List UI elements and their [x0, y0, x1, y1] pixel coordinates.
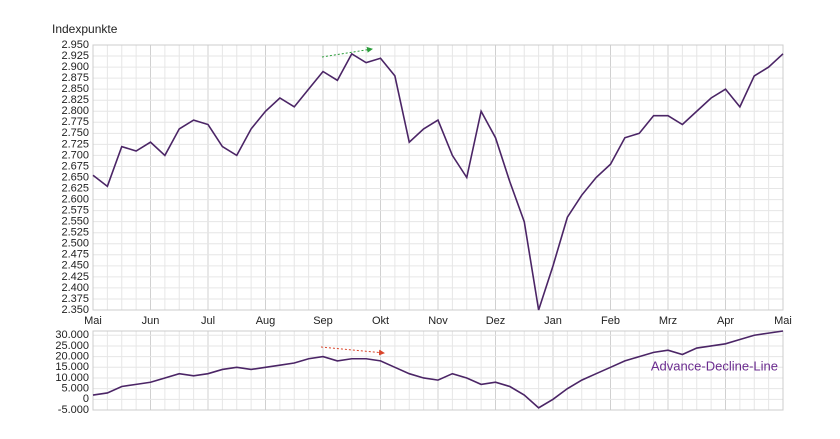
y-tick-label: 2.450	[61, 260, 89, 272]
y-tick-label: 2.925	[61, 50, 89, 62]
x-tick-label: Jun	[142, 315, 160, 327]
x-tick-label: Mai	[84, 315, 102, 327]
annotation-arrow	[321, 46, 373, 58]
y-tick-label: 2.500	[61, 238, 89, 250]
y-tick-label: 2.800	[61, 105, 89, 117]
plot-frame	[92, 44, 784, 311]
y-tick-label: 2.350	[61, 304, 89, 316]
data-line	[92, 52, 784, 311]
y-axis-label: Indexpunkte	[52, 22, 118, 36]
y-tick-label: 2.425	[61, 271, 89, 283]
x-tick-label: Okt	[372, 315, 389, 327]
y-tick-label: 15.000	[55, 361, 89, 373]
y-tick-label: 2.875	[61, 72, 89, 84]
y-tick-label: 25.000	[55, 340, 89, 352]
y-tick-label: 2.550	[61, 216, 89, 228]
x-tick-label: Apr	[717, 315, 734, 327]
plot-frame	[92, 330, 784, 411]
data-line	[92, 330, 784, 409]
y-tick-label: 2.675	[61, 160, 89, 172]
y-tick-label: 2.575	[61, 205, 89, 217]
y-tick-label: 2.950	[61, 39, 89, 51]
y-tick-label: 2.700	[61, 149, 89, 161]
y-tick-label: 30.000	[55, 329, 89, 341]
y-tick-label: 2.475	[61, 249, 89, 261]
y-tick-label: 2.650	[61, 171, 89, 183]
y-tick-label: 5.000	[61, 383, 89, 395]
y-tick-label: 2.400	[61, 282, 89, 294]
x-tick-label: Dez	[486, 315, 506, 327]
y-tick-label: 2.600	[61, 193, 89, 205]
y-tick-label: -5.000	[58, 404, 89, 416]
y-tick-label: 2.825	[61, 94, 89, 106]
x-tick-label: Jan	[544, 315, 562, 327]
y-tick-label: 20.000	[55, 351, 89, 363]
x-tick-label: Mrz	[659, 315, 677, 327]
x-tick-label: Nov	[428, 315, 448, 327]
y-tick-label: 2.900	[61, 61, 89, 73]
y-tick-label: 2.775	[61, 116, 89, 128]
y-tick-label: 2.625	[61, 182, 89, 194]
x-tick-label: Aug	[256, 315, 276, 327]
y-tick-label: 2.375	[61, 293, 89, 305]
y-tick-label: 2.525	[61, 227, 89, 239]
y-tick-label: 2.850	[61, 83, 89, 95]
x-tick-label: Feb	[601, 315, 620, 327]
x-tick-label: Sep	[313, 315, 333, 327]
x-tick-label: Jul	[201, 315, 215, 327]
x-tick-label: Mai	[774, 315, 792, 327]
y-tick-label: 10.000	[55, 372, 89, 384]
annotation-arrow	[320, 346, 385, 356]
y-tick-label: 0	[83, 393, 89, 405]
y-tick-label: 2.725	[61, 138, 89, 150]
y-tick-label: 2.750	[61, 127, 89, 139]
series-label: Advance-Decline-Line	[651, 358, 778, 373]
plot-layer: 2.3502.3752.4002.4252.4502.4752.5002.525…	[55, 39, 792, 416]
